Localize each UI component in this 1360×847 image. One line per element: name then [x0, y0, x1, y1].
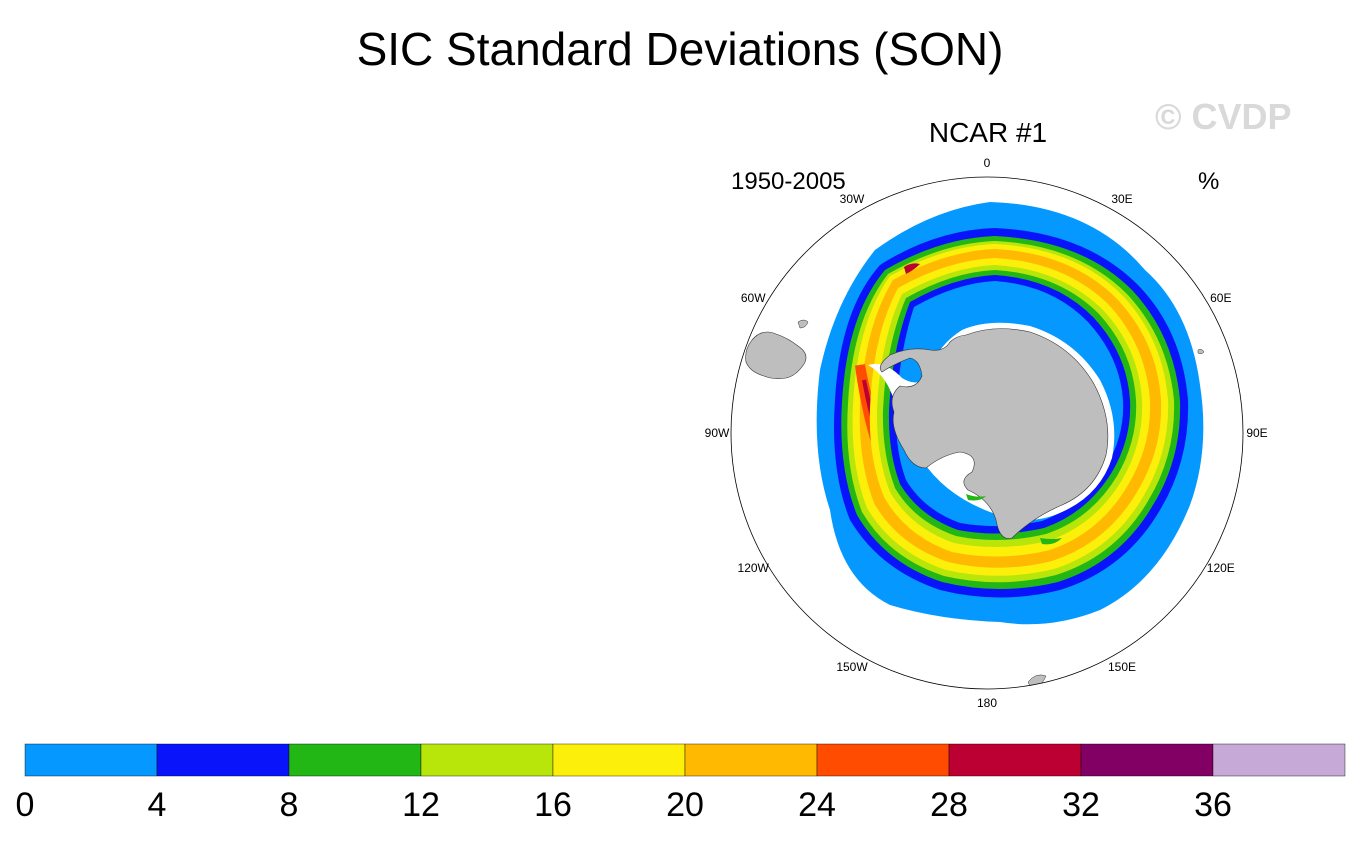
longitude-label: 150E [1108, 660, 1136, 674]
colorbar-tick-label: 24 [798, 786, 836, 824]
south-polar-map: 0 30E 60E 90E 120E 150E 180 150W 120W 90W 60W 30W [705, 156, 1268, 710]
longitude-labels: 0 30E 60E 90E 120E 150E 180 150W 120W 90W 60W 30W [705, 156, 1268, 710]
longitude-label: 90E [1246, 426, 1267, 440]
longitude-label: 120E [1207, 561, 1235, 575]
colorbar-swatch [684, 743, 818, 777]
map-boundary-circle [730, 176, 1244, 690]
longitude-label: 120W [738, 561, 770, 575]
kerguelen-island [1197, 349, 1205, 355]
colorbar-swatch [156, 743, 290, 777]
longitude-label: 30E [1111, 192, 1132, 206]
colorbar-swatch [1212, 743, 1346, 777]
colorbar-tick-label: 8 [280, 786, 299, 824]
colorbar-tick-label: 4 [148, 786, 167, 824]
longitude-label: 150W [836, 660, 868, 674]
colorbar-swatch [420, 743, 554, 777]
colorbar-swatch [552, 743, 686, 777]
sic-band-28-32-north [904, 263, 920, 274]
colorbar-swatch [948, 743, 1082, 777]
colorbar-tick-label: 20 [666, 786, 704, 824]
falkland-islands [797, 319, 809, 329]
colorbar-swatch [816, 743, 950, 777]
colorbar-swatch [288, 743, 422, 777]
longitude-label: 60W [741, 291, 766, 305]
colorbar: 0 4 8 12 16 20 24 28 32 36 [16, 743, 1346, 824]
longitude-label: 90W [705, 426, 730, 440]
coastal-fringe-green [966, 494, 986, 501]
chart-title: SIC Standard Deviations (SON) [356, 23, 1004, 75]
colorbar-tick-label: 36 [1194, 786, 1232, 824]
panel-title: NCAR #1 [928, 117, 1048, 148]
colorbar-tick-label: 28 [930, 786, 968, 824]
longitude-label: 60E [1210, 291, 1231, 305]
units-label: % [1198, 168, 1220, 195]
colorbar-tick-label: 12 [402, 786, 440, 824]
colorbar-swatch [24, 743, 158, 777]
antarctica-landmass [879, 328, 1109, 539]
period-label: 1950-2005 [731, 168, 846, 195]
longitude-label: 30W [840, 192, 865, 206]
colorbar-tick-labels: 0 4 8 12 16 20 24 28 32 36 [16, 786, 1232, 824]
cvdp-watermark: © CVDP [1155, 96, 1292, 137]
colorbar-tick-label: 0 [16, 786, 35, 824]
colorbar-tick-label: 16 [534, 786, 572, 824]
colorbar-boxes [24, 743, 1346, 777]
south-america-landmass [745, 331, 807, 379]
colorbar-swatch [1080, 743, 1214, 777]
longitude-label: 180 [977, 696, 997, 710]
coastal-fringe-green-2 [1040, 538, 1062, 545]
colorbar-tick-label: 32 [1062, 786, 1100, 824]
longitude-label: 0 [984, 156, 991, 170]
